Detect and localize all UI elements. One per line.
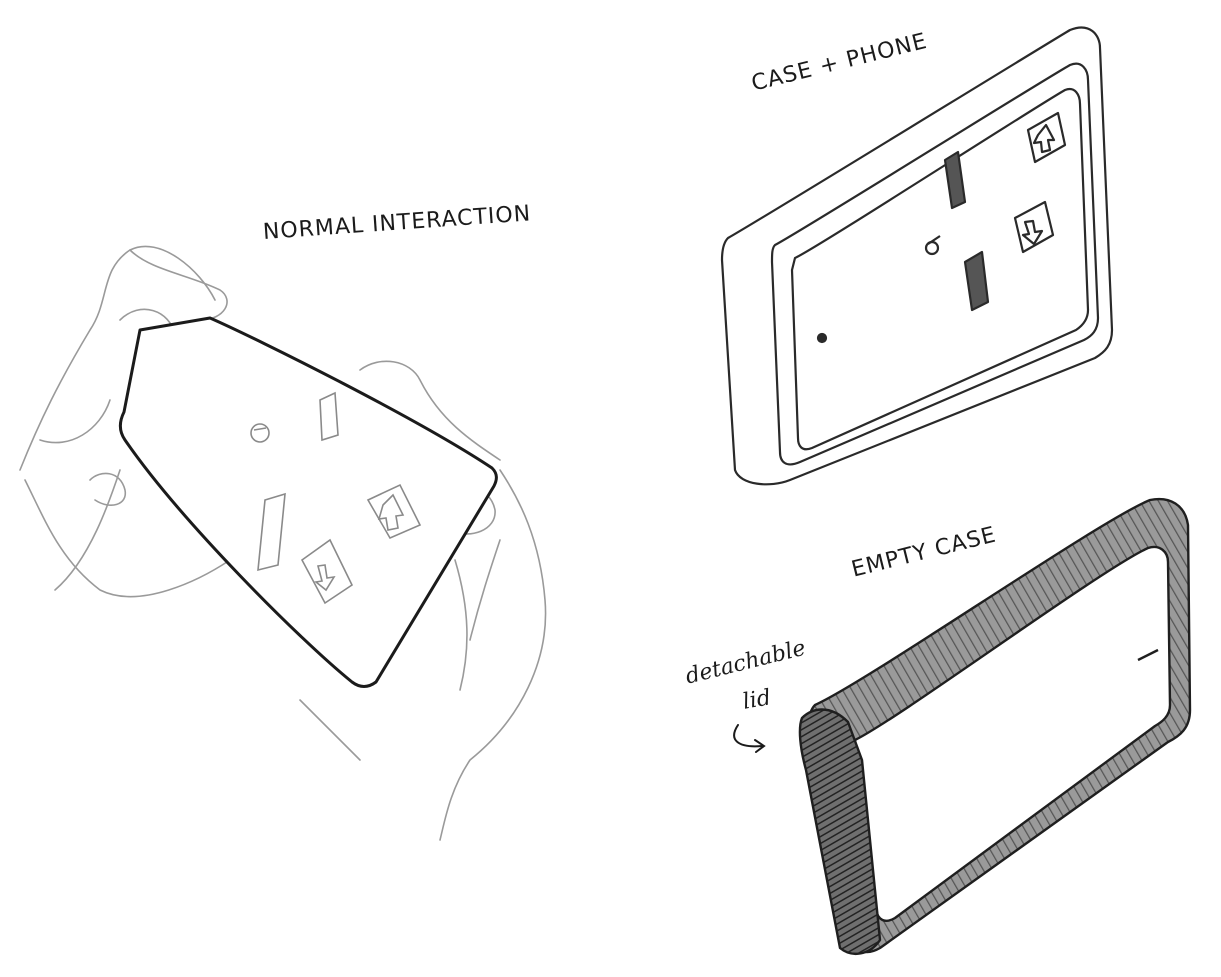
held-phone-ui — [250, 391, 422, 605]
case-phone-sketch — [720, 26, 1114, 486]
label-lid: lid — [740, 685, 773, 715]
held-phone — [118, 316, 498, 688]
empty-case-sketch — [798, 497, 1192, 956]
hands-sketch — [19, 245, 547, 841]
detachable-lid-arrow — [733, 724, 766, 753]
